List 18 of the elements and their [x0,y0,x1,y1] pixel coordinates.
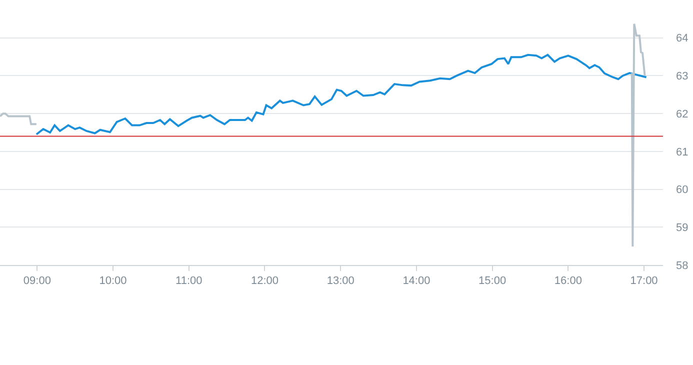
y-tick-label: 64 [676,32,688,45]
y-tick-label: 59 [676,222,688,234]
x-tick-label: 15:00 [478,275,506,288]
x-tick-label: 11:00 [176,275,202,288]
x-tick-label: 14:00 [402,275,430,288]
line-series [630,22,646,248]
x-tick-label: 10:00 [99,275,127,288]
x-tick-label: 13:00 [326,275,354,288]
x-tick-label: 09:00 [23,275,51,288]
line-series [35,54,648,136]
y-tick-label: 58 [676,260,688,272]
x-tick-label: 16:00 [554,275,582,288]
y-tick-label: 61 [676,146,688,158]
x-tick-label: 12:00 [250,275,279,288]
y-tick-label: 62 [676,108,688,120]
x-tick-label: 17:00 [630,275,658,288]
y-tick-label: 63 [676,70,688,83]
y-tick-label: 60 [676,184,688,196]
